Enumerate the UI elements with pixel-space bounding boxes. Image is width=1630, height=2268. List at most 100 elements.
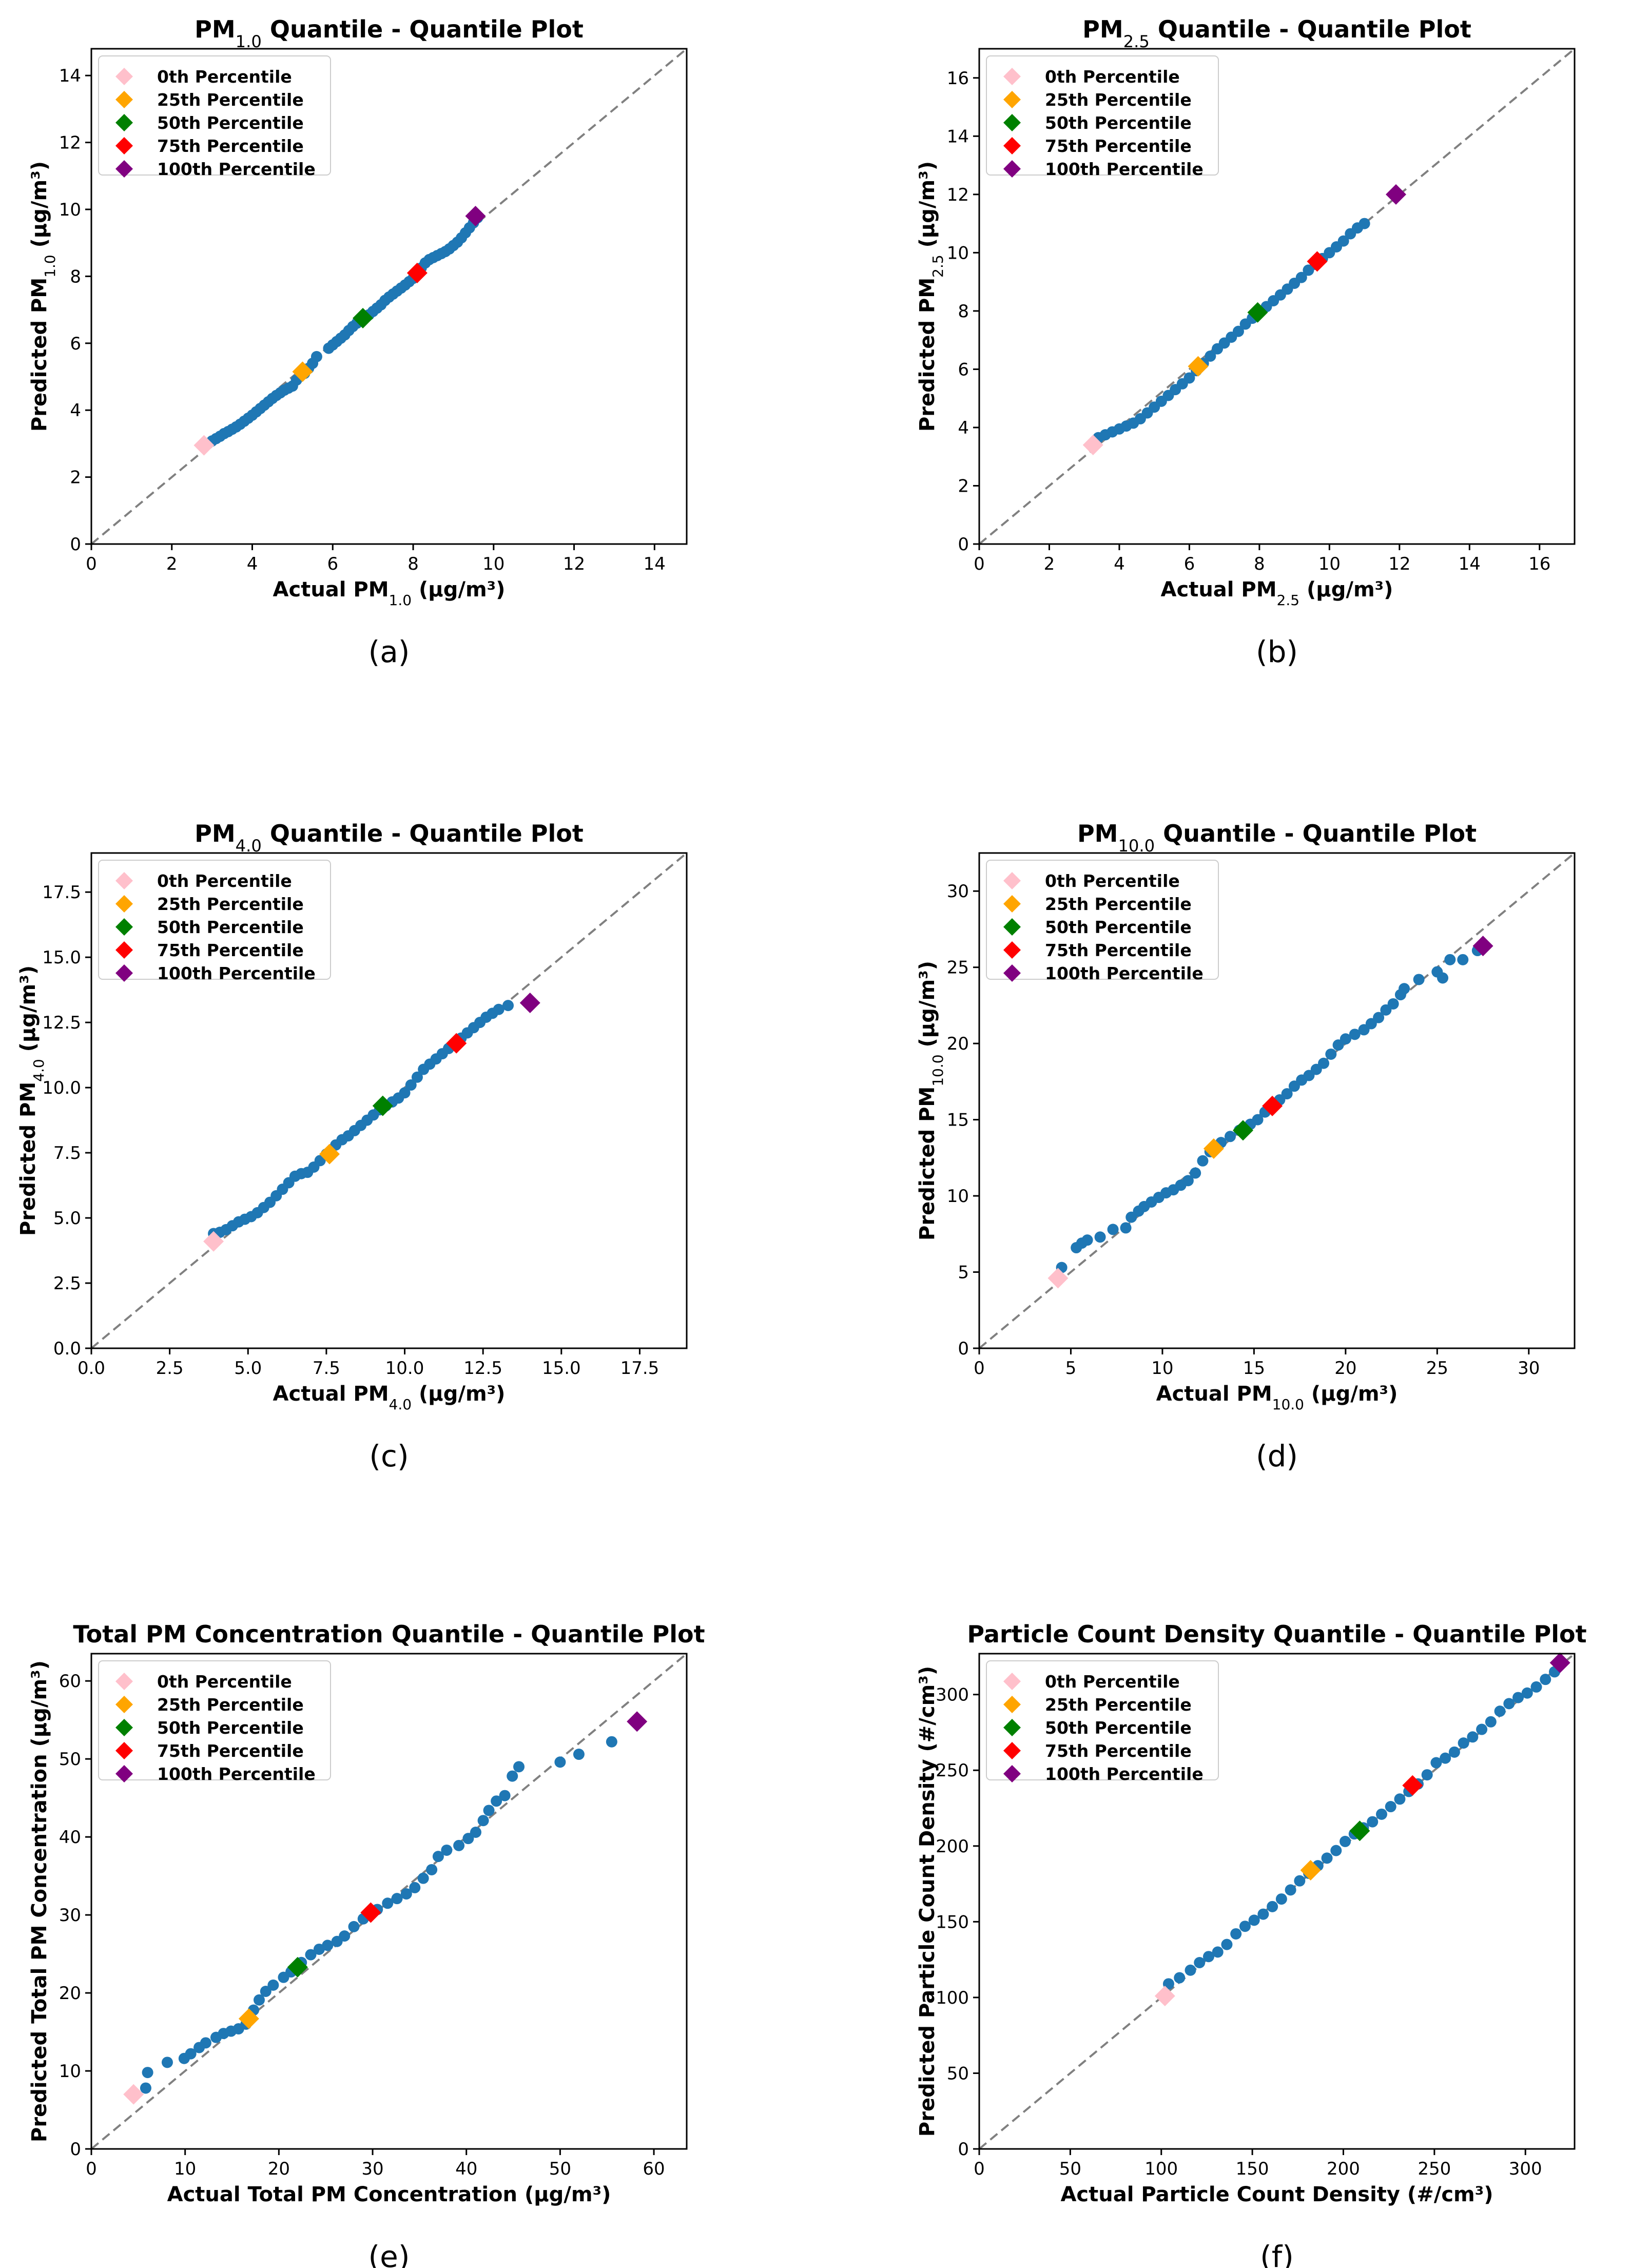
quantile-point [1212,1946,1224,1958]
quantile-point [411,1071,423,1083]
y-tick-label: 250 [936,1760,969,1781]
quantile-point [1202,1951,1214,1963]
y-tick-label: 10 [947,1186,969,1207]
quantile-point [260,1986,271,1998]
quantile-point [1285,1884,1296,1896]
legend-marker-p75 [1003,1742,1021,1759]
legend-box [98,860,331,980]
x-tick-label: 20 [1334,1358,1356,1379]
y-tick-label: 0 [958,1339,969,1359]
y-tick-label: 0 [958,534,969,555]
quantile-point [1325,1048,1337,1060]
legend-box [986,1660,1219,1780]
quantile-point [1521,1687,1533,1699]
legend-box [98,55,331,176]
percentile-marker-p0 [1082,435,1103,455]
quantile-point [391,1893,403,1905]
chart-title-main: PM [195,15,236,43]
legend-marker-p25 [115,1696,133,1713]
chart-f: Particle Count Density Quantile - Quanti… [916,1620,1587,2268]
quantile-point [405,1079,417,1091]
x-tick-label: 14 [644,554,666,574]
quantile-point [1467,1731,1479,1743]
quantile-point [1205,350,1216,362]
x-tick-label: 50 [549,2159,571,2179]
x-tick-label: 15.0 [542,1358,581,1379]
x-axis-label-main: Actual PM [1156,1382,1272,1406]
x-axis-label: Actual PM10.0 (µg/m³) [1156,1382,1398,1413]
chart-title: PM4.0 Quantile - Quantile Plot [195,820,584,856]
y-tick-label: 12.5 [42,1013,81,1033]
x-axis-label-subscript: 10.0 [1272,1396,1304,1413]
legend-marker-p75 [1003,941,1021,959]
quantile-point [1330,1845,1342,1856]
y-tick-label: 100 [936,1988,969,2008]
quantile-point [348,1921,360,1932]
y-tick-label: 8 [958,301,969,322]
quantile-point [493,1003,504,1015]
legend-label-p0: 0th Percentile [1045,67,1180,87]
y-tick-label: 50 [59,1749,81,1770]
y-axis-label-main: Predicted PM [916,278,939,432]
percentile-marker-p0 [1047,1268,1069,1289]
chart-title-main: Total PM Concentration Quantile - Quanti… [73,1620,705,1648]
legend-marker-p100 [115,964,133,982]
subfigure-caption: (c) [369,1439,409,1474]
quantile-point [1413,974,1425,985]
plot-frame [90,48,688,545]
y-tick-label: 50 [947,2063,969,2084]
x-axis-label-subscript: 1.0 [389,592,412,609]
chart-title-suffix: Quantile - Quantile Plot [1150,15,1471,43]
legend-marker-p75 [115,137,133,154]
legend-marker-p50 [1003,918,1021,936]
x-tick-label: 10 [1318,554,1341,574]
y-tick-label: 0 [958,2139,969,2160]
y-tick-label: 17.5 [42,882,81,903]
x-tick-label: 2 [166,554,178,574]
x-axis-label-suffix: (µg/m³) [412,578,505,602]
legend-label-p25: 25th Percentile [157,90,304,110]
chart-title-main: PM [195,820,236,847]
legend-label-p75: 75th Percentile [1045,1741,1192,1761]
quantile-point [1540,1674,1551,1685]
quantile-point [491,1795,502,1807]
quantile-point [1267,1901,1278,1912]
legend-marker-p0 [1003,872,1021,889]
legend-marker-p0 [1003,68,1021,85]
legend-marker-p25 [1003,91,1021,108]
legend: 0th Percentile 25th Percentile 50th Percen… [98,1660,331,1784]
legend-box [986,55,1219,176]
quantile-point [1281,1088,1293,1100]
quantile-point [1081,1234,1093,1246]
y-tick-label: 30 [947,881,969,902]
x-tick-label: 6 [1184,554,1195,574]
percentile-marker-p75 [1307,251,1328,272]
x-tick-label: 250 [1418,2159,1451,2179]
chart-title-main: PM [1077,820,1118,847]
quantile-point [322,1940,334,1951]
quantile-point [499,1790,511,1801]
x-axis-label-main: Actual PM [273,578,389,602]
quantile-point [1194,1957,1206,1969]
y-axis-label-subscript: 1.0 [42,255,59,278]
quantile-point [1340,1033,1351,1045]
legend-marker-p100 [115,1765,133,1782]
x-tick-label: 16 [1528,554,1550,574]
percentile-marker-p25 [1203,1138,1224,1159]
quantile-point [1232,325,1244,337]
quantile-point [606,1736,617,1748]
y-axis-label: Predicted PM1.0 (µg/m³) [28,161,59,432]
x-axis-label: Actual PM4.0 (µg/m³) [273,1382,506,1413]
y-tick-label: 40 [59,1827,81,1848]
x-axis-label-suffix: (µg/m³) [1299,578,1393,602]
quantile-point [1385,1801,1396,1813]
x-axis-label-main: Actual Particle Count Density (#/cm³) [1060,2183,1493,2206]
quantile-point [1367,1816,1379,1828]
quantile-point [426,1864,438,1875]
quantile-point [441,1844,453,1856]
x-tick-label: 0 [974,1358,985,1379]
legend-label-p75: 75th Percentile [1045,940,1192,960]
legend-label-p0: 0th Percentile [1045,871,1180,891]
y-axis-label-suffix: (µg/m³) [16,965,40,1059]
